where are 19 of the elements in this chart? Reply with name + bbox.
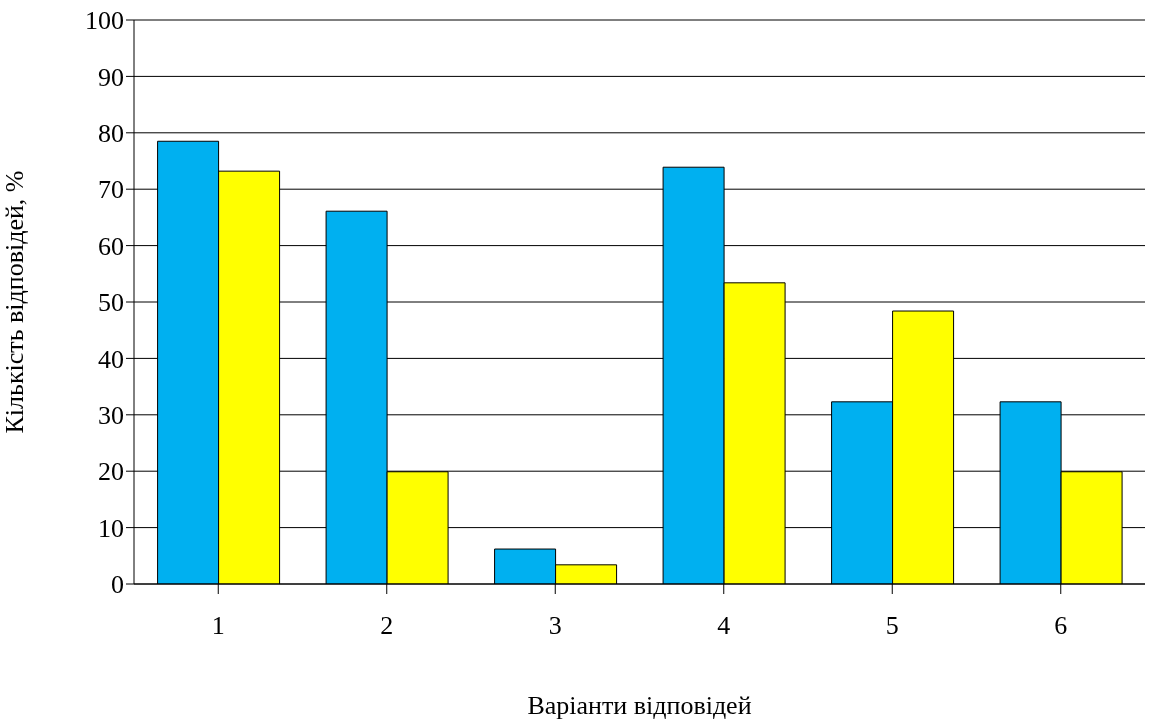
x-tick-label: 2 — [380, 611, 394, 641]
y-tick-label: 50 — [98, 288, 124, 318]
y-tick-label: 30 — [98, 401, 124, 431]
y-tick-label: 10 — [98, 513, 124, 543]
x-axis-title: Варіанти відповідей — [527, 691, 752, 720]
x-tick-label: 6 — [1054, 611, 1068, 641]
y-tick-label: 0 — [111, 570, 124, 600]
y-tick-label: 100 — [85, 6, 124, 36]
y-tick-label: 90 — [98, 62, 124, 92]
y-axis-title: Кількість відповідей, % — [0, 170, 30, 434]
y-tick-label: 20 — [98, 457, 124, 487]
x-tick-label: 3 — [548, 611, 562, 641]
x-tick-label: 5 — [885, 611, 899, 641]
x-tick-label: 4 — [717, 611, 731, 641]
y-tick-label: 80 — [98, 119, 124, 149]
y-tick-label: 70 — [98, 175, 124, 205]
y-tick-label: 40 — [98, 344, 124, 374]
x-tick-label: 1 — [211, 611, 225, 641]
y-tick-label: 60 — [98, 231, 124, 261]
